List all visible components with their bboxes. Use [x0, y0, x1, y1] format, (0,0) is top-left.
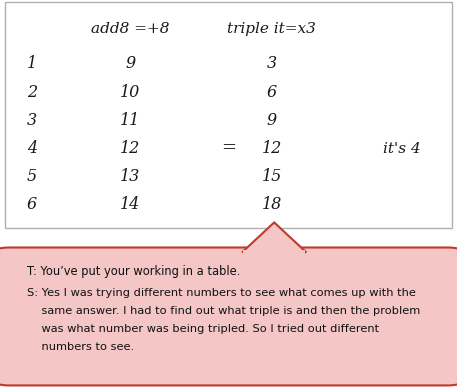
Text: 9: 9 — [125, 55, 135, 72]
Text: was what number was being tripled. So I tried out different: was what number was being tripled. So I … — [27, 324, 380, 334]
Text: 6: 6 — [267, 84, 277, 101]
FancyBboxPatch shape — [243, 250, 305, 255]
Text: 9: 9 — [267, 112, 277, 129]
Text: 4: 4 — [27, 140, 37, 157]
FancyBboxPatch shape — [5, 2, 452, 228]
Text: it's 4: it's 4 — [383, 142, 421, 156]
Text: 1: 1 — [27, 55, 37, 72]
Text: 5: 5 — [27, 168, 37, 185]
Text: 11: 11 — [120, 112, 140, 129]
Text: numbers to see.: numbers to see. — [27, 342, 134, 352]
Text: triple it=x3: triple it=x3 — [228, 22, 316, 36]
Text: 10: 10 — [120, 84, 140, 101]
Text: 12: 12 — [120, 140, 140, 157]
Text: 12: 12 — [262, 140, 282, 157]
FancyBboxPatch shape — [0, 248, 457, 385]
Text: S: Yes I was trying different numbers to see what comes up with the: S: Yes I was trying different numbers to… — [27, 288, 416, 298]
Text: 2: 2 — [27, 84, 37, 101]
Text: T: You’ve put your working in a table.: T: You’ve put your working in a table. — [27, 265, 241, 278]
Text: 6: 6 — [27, 196, 37, 213]
Text: add8 =+8: add8 =+8 — [91, 22, 170, 36]
Text: 3: 3 — [267, 55, 277, 72]
Text: 13: 13 — [120, 168, 140, 185]
Text: 15: 15 — [262, 168, 282, 185]
Text: 3: 3 — [27, 112, 37, 129]
Polygon shape — [242, 223, 306, 252]
Text: same answer. I had to find out what triple is and then the problem: same answer. I had to find out what trip… — [27, 306, 421, 316]
Text: 14: 14 — [120, 196, 140, 213]
Text: 18: 18 — [262, 196, 282, 213]
Text: =: = — [221, 140, 236, 158]
